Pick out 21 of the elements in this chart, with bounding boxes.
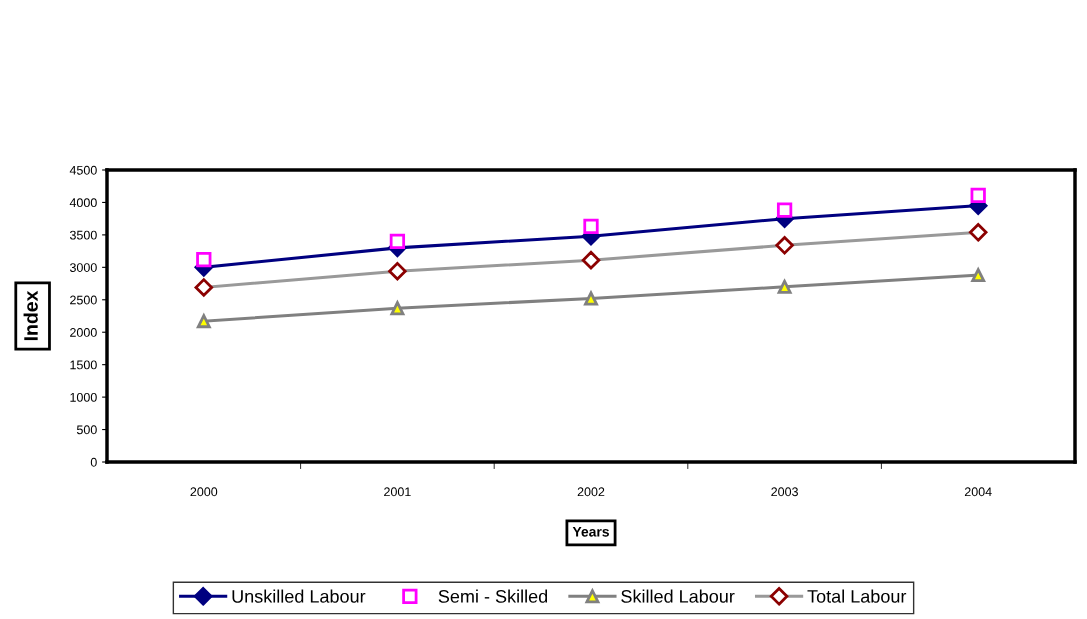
y-tick-label: 1500 — [70, 360, 97, 370]
y-tick-label: 500 — [76, 425, 97, 435]
y-tick-label: 3000 — [69, 263, 97, 272]
legend-label: Total Labour — [807, 589, 907, 603]
legend-label: Semi - Skilled — [438, 589, 548, 603]
y-tick-label: 2000 — [70, 328, 97, 337]
y-tick-label: 2500 — [70, 295, 97, 305]
legend-label: Skilled Labour — [621, 589, 735, 603]
x-tick-label: 2000 — [190, 487, 218, 497]
y-tick-label: 0 — [90, 457, 97, 467]
legend-label: Unskilled Labour — [232, 589, 366, 603]
x-tick-label: 2004 — [964, 487, 992, 497]
x-tick-label: 2003 — [771, 487, 798, 497]
x-axis-title: Years — [572, 526, 609, 537]
y-tick-label: 4000 — [69, 198, 97, 208]
y-tick-label: 3500 — [69, 230, 97, 240]
y-axis-title: Index — [23, 290, 38, 341]
y-tick-label: 4500 — [69, 165, 97, 175]
y-tick-label: 1000 — [70, 392, 97, 402]
x-tick-label: 2002 — [577, 487, 605, 497]
x-tick-label: 2001 — [384, 487, 411, 497]
